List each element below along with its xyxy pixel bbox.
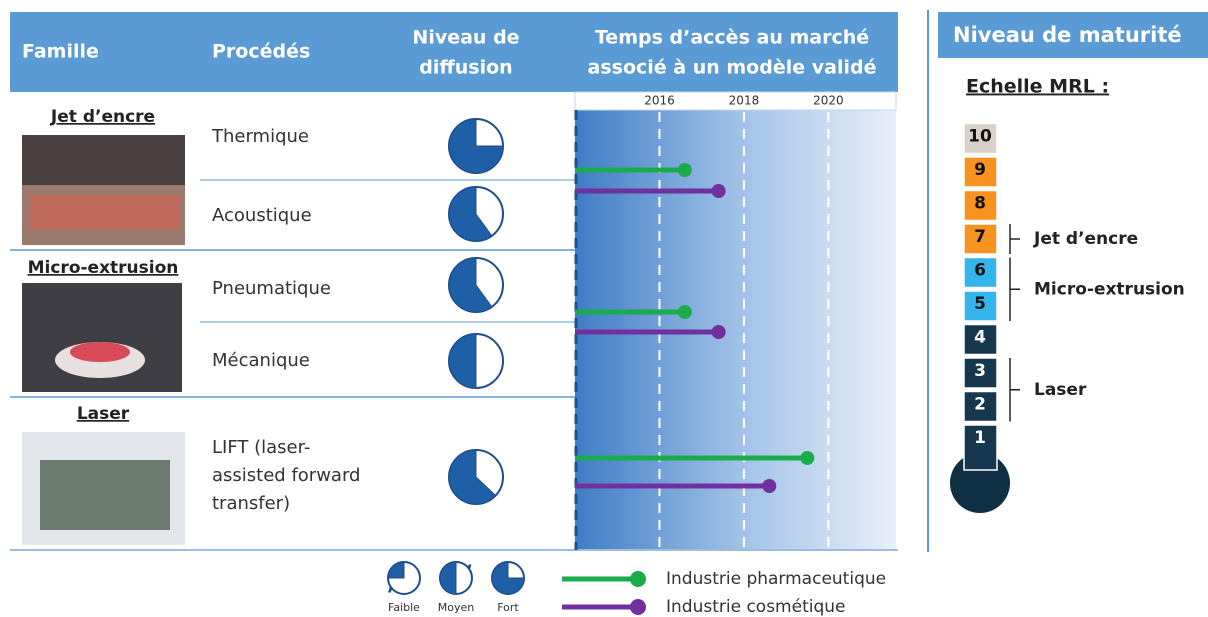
mrl-level-label: 5	[974, 294, 986, 314]
mrl-level-label: 3	[974, 361, 986, 381]
mrl-level	[963, 290, 998, 322]
mrl-level	[963, 256, 998, 289]
header-cell: associé à un modèle validé	[588, 57, 877, 79]
legend-label: Industrie pharmaceutique	[666, 569, 886, 589]
header-cell: Famille	[22, 41, 99, 63]
mrl-level	[963, 390, 998, 423]
legend-dot	[630, 571, 646, 587]
header-cell: Niveau de	[412, 27, 519, 49]
market-dot	[711, 325, 726, 339]
maturity-title: Niveau de maturité	[953, 23, 1182, 47]
mrl-level-label: 4	[974, 328, 986, 348]
diffusion-pie	[448, 333, 477, 389]
timeline-axis-band	[574, 91, 897, 111]
legend-pie-label: Faible	[388, 601, 420, 614]
process-name: transfer)	[212, 493, 290, 514]
bracket-label: Micro-extrusion	[1034, 279, 1185, 299]
mrl-level	[963, 189, 998, 222]
mrl-level-label: 8	[974, 194, 986, 214]
diffusion-pie	[448, 449, 497, 505]
header-cell: Temps d’accès au marché	[595, 27, 869, 49]
process-name: Mécanique	[212, 350, 310, 371]
diffusion-pie	[448, 257, 493, 313]
legend-pie	[439, 561, 457, 595]
process-name: Acoustique	[212, 205, 312, 226]
family-name: Micro-extrusion	[28, 258, 179, 278]
market-dot	[800, 451, 815, 465]
mrl-level-label: 6	[974, 261, 986, 281]
process-name: assisted forward	[212, 465, 360, 486]
mrl-level	[963, 122, 998, 155]
legend-pie-label: Fort	[497, 601, 519, 614]
mrl-level-label: 1	[974, 428, 986, 448]
scale-label: Echelle MRL :	[966, 76, 1109, 98]
legend-pie	[491, 561, 525, 595]
photo-extrusion-gel	[70, 342, 130, 362]
legend-pie	[387, 561, 405, 579]
bracket-label: Jet d’encre	[1033, 229, 1138, 249]
legend-dot	[630, 599, 646, 615]
market-dot	[762, 479, 777, 493]
mrl-level	[963, 323, 998, 356]
process-name: Pneumatique	[212, 278, 331, 299]
process-name: LIFT (laser-	[212, 437, 310, 458]
header-cell: Procédés	[212, 41, 310, 63]
header-band	[10, 12, 898, 92]
photo-jet-top	[22, 135, 185, 185]
x-tick-label: 2018	[729, 94, 760, 108]
mrl-level-label: 2	[974, 395, 986, 415]
photo-jet-sample	[30, 195, 180, 230]
mrl-level	[963, 424, 998, 471]
x-tick-label: 2020	[813, 94, 844, 108]
mrl-level	[963, 357, 998, 389]
market-dot	[677, 305, 692, 319]
market-dot	[711, 184, 726, 198]
mrl-level	[963, 223, 998, 255]
mrl-level-label: 7	[974, 227, 986, 247]
diffusion-pie	[448, 118, 504, 174]
maturity-band	[938, 12, 1208, 58]
mrl-level	[963, 156, 998, 188]
photo-laser-machine	[40, 460, 170, 530]
bracket-label: Laser	[1034, 380, 1087, 400]
header-cell: diffusion	[419, 57, 512, 79]
process-name: Thermique	[211, 126, 309, 147]
mrl-level-label: 10	[968, 127, 992, 147]
mrl-level-label: 9	[974, 160, 986, 180]
x-tick-label: 2016	[644, 94, 675, 108]
market-dot	[677, 163, 692, 177]
family-name: Jet d’encre	[50, 107, 155, 127]
family-name: Laser	[77, 404, 130, 424]
legend-pie-label: Moyen	[438, 601, 474, 614]
diffusion-pie	[448, 186, 493, 242]
legend-label: Industrie cosmétique	[666, 597, 846, 617]
